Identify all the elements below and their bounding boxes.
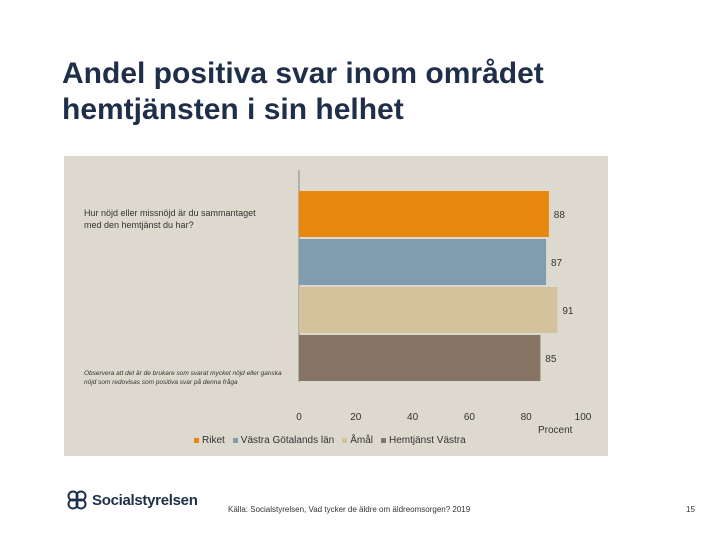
bar <box>299 191 549 237</box>
bar <box>299 335 541 381</box>
x-tick-label: 0 <box>296 412 302 423</box>
x-tick-label: 20 <box>350 412 362 423</box>
note-text: Observera att det är de brukare som svar… <box>84 370 282 386</box>
legend-swatch <box>194 438 199 443</box>
bar <box>299 287 558 333</box>
legend-label: Åmål <box>350 435 373 446</box>
legend-label: Västra Götalands län <box>240 435 335 446</box>
legend-item-hemtjanst-vastra: Hemtjänst Västra <box>380 435 466 446</box>
page-number: 15 <box>686 505 695 514</box>
legend-swatch <box>342 438 348 443</box>
x-tick-label: 40 <box>407 412 419 423</box>
legend-item-riket: Riket <box>194 435 225 446</box>
slide-title-line-1: Andel positiva svar inom området <box>62 57 544 90</box>
legend-item-vastra-gotalands-lan: Västra Götalands län <box>232 435 335 446</box>
data-label: 88 <box>554 210 566 221</box>
data-label: 87 <box>551 258 563 269</box>
legend-label: Riket <box>202 435 225 446</box>
data-label: 85 <box>545 354 557 365</box>
slide-title: Andel positiva svar inom området hemtjän… <box>62 56 682 128</box>
question-text: Hur nöjd eller missnöjd är du sammantage… <box>84 208 256 230</box>
legend-label: Hemtjänst Västra <box>388 435 466 446</box>
x-axis-label: Procent <box>538 425 573 436</box>
socialstyrelsen-logo: Socialstyrelsen <box>66 489 198 511</box>
legend-swatch <box>380 438 386 443</box>
x-tick-label: 60 <box>464 412 476 423</box>
x-tick-label: 80 <box>521 412 533 423</box>
x-tick-label: 100 <box>575 412 592 423</box>
logo-mark-icon <box>67 490 87 510</box>
source-text: Källa: Socialstyrelsen, Vad tycker de äl… <box>228 505 471 514</box>
legend-swatch <box>232 438 238 443</box>
bar <box>299 239 547 285</box>
legend-item-amal: Åmål <box>342 435 373 446</box>
chart-legend: Riket Västra Götalands län Åmål Hemtjäns… <box>194 435 466 446</box>
data-label: 91 <box>562 306 574 317</box>
logo-text: Socialstyrelsen <box>92 491 198 509</box>
slide-title-line-2: hemtjänsten i sin helhet <box>62 93 404 126</box>
